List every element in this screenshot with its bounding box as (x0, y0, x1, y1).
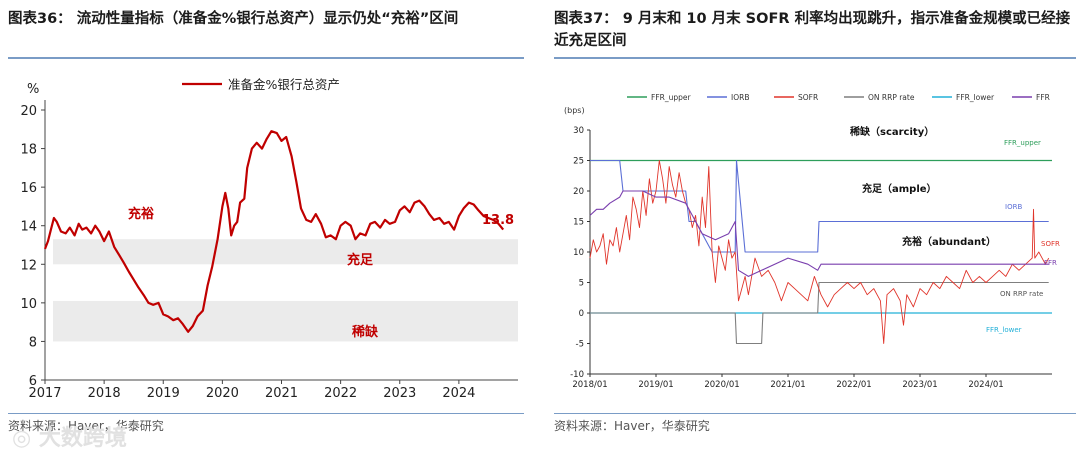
right-y-tick-label: 30 (573, 126, 584, 136)
watermark: ◎ 大数跨境 (12, 420, 127, 452)
right-x-tick-label: 2018/01 (572, 380, 607, 390)
right-y-tick-label: 20 (573, 187, 584, 197)
left-y-tick-label: 18 (20, 143, 37, 158)
line-label-iorb: IORB (1005, 203, 1022, 211)
line-label-sofr: SOFR (1041, 240, 1060, 248)
line-label-ffr-lower: FFR_lower (986, 326, 1022, 334)
right-x-tick-label: 2024/01 (968, 380, 1003, 390)
right-source-rule (554, 413, 1076, 414)
left-y-tick-label: 16 (20, 181, 37, 196)
left-y-tick-label: 8 (29, 335, 37, 350)
right-x-tick-label: 2023/01 (902, 380, 937, 390)
left-legend-label: 准备金%银行总资产 (228, 77, 340, 92)
left-y-tick-label: 6 (29, 374, 37, 389)
watermark-text: 大数跨境 (38, 426, 127, 451)
legend-label-ffr-upper: FFR_upper (651, 93, 691, 102)
watermark-logo-icon: ◎ (12, 426, 32, 451)
right-x-tick-label: 2020/01 (704, 380, 739, 390)
left-x-tick-label: 2022 (324, 386, 357, 401)
left-y-tick-label: 14 (20, 220, 37, 235)
zone-band-1 (53, 300, 518, 342)
legend-label-ffr-lower: FFR_lower (956, 93, 995, 102)
legend-label-iorb: IORB (731, 93, 749, 102)
right-x-tick-label: 2021/01 (770, 380, 805, 390)
left-y-unit-label: % (27, 82, 39, 97)
right-y-tick-label: 5 (579, 279, 584, 289)
zone-band-0 (53, 239, 518, 265)
left-x-tick-label: 2020 (206, 386, 239, 401)
left-x-tick-label: 2023 (383, 386, 416, 401)
right-x-tick-label: 2022/01 (836, 380, 871, 390)
left-x-tick-label: 2019 (147, 386, 180, 401)
series-line-ffr (589, 190, 1049, 277)
series-line-sofr (589, 160, 1050, 344)
zone-label-scarce: 稀缺 (352, 324, 379, 340)
left-x-tick-label: 2018 (88, 386, 121, 401)
zone-label-ample-high: 充裕 (128, 206, 154, 222)
series-line-reserves-pct-assets (43, 130, 505, 333)
left-chart-title: 图表36： 流动性量指标（准备金%银行总资产）显示仍处“充裕”区间 (8, 11, 459, 27)
right-source: 资料来源：Haver，华泰研究 (554, 419, 710, 433)
right-y-tick-label: 15 (573, 218, 584, 228)
left-y-tick-label: 20 (20, 104, 37, 119)
left-x-tick-label: 2024 (442, 386, 475, 401)
right-title-rule (554, 57, 1076, 59)
line-label-ffr: FFR (1044, 259, 1057, 267)
line-label-onrrp: ON RRP rate (1000, 290, 1043, 298)
left-source: 资料来源：Haver，华泰研究 (8, 419, 164, 433)
left-title-rule (8, 57, 524, 59)
legend-label-on-rrp-rate: ON RRP rate (868, 93, 915, 102)
right-chart-title: 图表37： 9 月末和 10 月末 SOFR 利率均出现跳升，指示准备金规模或已… (554, 11, 1071, 49)
left-x-tick-label: 2017 (28, 386, 61, 401)
line-label-ffr-upper: FFR_upper (1004, 139, 1041, 147)
series-line-iorb (590, 159, 1049, 253)
left-chart: 6 8 10 12 14 16 18 20 2017 2018 2019 2020 2021 2022 20… (20, 77, 518, 401)
left-end-value-label: 13.8 (482, 213, 514, 228)
left-x-tick-label: 2021 (265, 386, 298, 401)
right-y-tick-label: 0 (579, 309, 584, 319)
zone-label-ample-right: 充足（ample） (862, 182, 937, 195)
right-y-tick-label: 10 (573, 248, 584, 258)
right-y-tick-label: -5 (576, 340, 584, 350)
left-panel: 图表36： 流动性量指标（准备金%银行总资产）显示仍处“充裕”区间 6 8 10 12… (0, 0, 528, 457)
zone-label-scarcity: 稀缺（scarcity） (850, 125, 934, 138)
legend-label-ffr: FFR (1036, 93, 1050, 102)
right-x-tick-label: 2019/01 (638, 380, 673, 390)
left-y-tick-label: 10 (20, 297, 37, 312)
right-y-tick-label: 25 (573, 157, 584, 167)
legend-label-sofr: SOFR (798, 93, 818, 102)
left-source-rule (8, 413, 524, 414)
zone-label-abundant: 充裕（abundant） (902, 235, 996, 248)
series-line-on-rrp-rate (590, 281, 1049, 345)
right-y-unit-label: (bps) (564, 106, 585, 115)
zone-label-ample: 充足 (347, 252, 374, 268)
right-y-tick-label: -10 (570, 370, 584, 380)
left-y-tick-label: 12 (20, 258, 37, 273)
right-panel: 图表37： 9 月末和 10 月末 SOFR 利率均出现跳升，指示准备金规模或已… (552, 0, 1080, 457)
right-chart: FFR_upper IORB SOFR ON RRP rate FFR_lower FFR… (564, 93, 1060, 390)
